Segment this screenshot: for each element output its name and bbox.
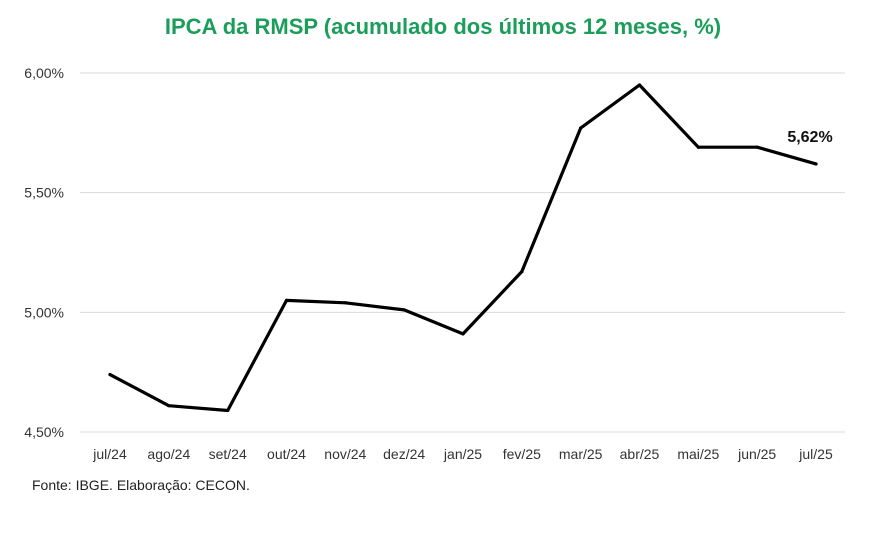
data-point — [637, 83, 642, 87]
x-tick-label: fev/25 — [503, 446, 541, 462]
x-tick-label: jan/25 — [443, 446, 482, 462]
x-tick-label: abr/25 — [620, 446, 660, 462]
x-tick-label: set/24 — [209, 446, 247, 462]
x-tick-label: dez/24 — [383, 446, 425, 462]
x-tick-label: nov/24 — [324, 446, 366, 462]
x-tick-label: jun/25 — [737, 446, 776, 462]
x-tick-label: out/24 — [267, 446, 306, 462]
data-point — [696, 145, 700, 149]
chart-title: IPCA da RMSP (acumulado dos últimos 12 m… — [164, 14, 722, 39]
x-tick-label: jul/25 — [798, 446, 833, 462]
x-tick-label: mar/25 — [559, 446, 603, 462]
x-axis-ticks: jul/24 ago/24 set/24 out/24 nov/24 dez/24 jan/… — [92, 446, 833, 462]
data-point — [284, 298, 289, 302]
y-tick-label: 5,00% — [24, 304, 64, 320]
data-point — [402, 308, 406, 312]
data-point — [814, 162, 818, 166]
series-line-ipca — [108, 83, 818, 413]
x-tick-label: mai/25 — [677, 446, 719, 462]
x-tick-label: ago/24 — [147, 446, 190, 462]
data-point — [461, 332, 465, 336]
y-tick-label: 5,50% — [24, 185, 64, 201]
data-point — [755, 145, 759, 149]
data-point — [579, 126, 583, 130]
source-note: Fonte: IBGE. Elaboração: CECON. — [32, 477, 250, 493]
data-point — [520, 270, 524, 274]
data-label-last: 5,62% — [787, 129, 832, 146]
data-point — [108, 372, 112, 377]
x-tick-label: jul/24 — [92, 446, 127, 462]
y-axis-ticks: 4,50% 5,00% 5,50% 6,00% — [24, 65, 64, 440]
data-point — [226, 408, 230, 413]
data-points — [108, 83, 818, 413]
data-point — [343, 301, 347, 305]
data-point — [167, 404, 171, 408]
grid-lines — [80, 72, 845, 433]
y-tick-label: 4,50% — [24, 424, 64, 440]
y-tick-label: 6,00% — [24, 65, 64, 81]
